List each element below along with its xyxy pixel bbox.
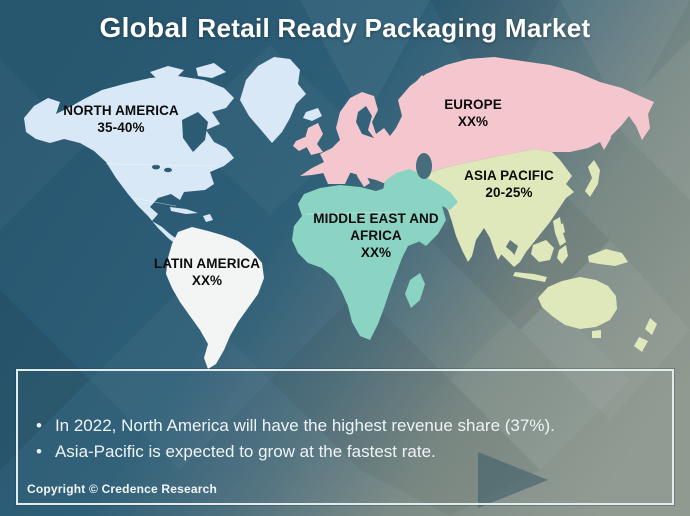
region-share: 35-40% [97, 120, 145, 135]
region-name: ASIA PACIFIC [464, 168, 554, 183]
label-latin-america: LATIN AMERICA XX% [146, 255, 268, 289]
country-borders [105, 163, 399, 215]
insight-bullet: In 2022, North America will have the hig… [28, 413, 662, 439]
region-shape-middle-east-africa [292, 169, 458, 340]
region-share: XX% [360, 245, 392, 260]
insight-bullet: Asia-Pacific is expected to grow at the … [28, 439, 662, 465]
label-asia-pacific: ASIA PACIFIC 20-25% [449, 167, 569, 201]
region-shape-europe [293, 57, 654, 187]
region-shape-north-america [24, 57, 322, 246]
region-share: XX% [191, 273, 223, 288]
region-share: XX% [457, 114, 489, 129]
insight-text: Asia-Pacific is expected to grow at the … [54, 442, 436, 461]
region-shape-latin-america [166, 227, 264, 369]
insight-text: In 2022, North America will have the hig… [54, 416, 555, 435]
region-name: NORTH AMERICA [63, 103, 179, 118]
title-rest: Retail Ready Packaging Market [197, 13, 591, 43]
insights-box: In 2022, North America will have the hig… [16, 369, 674, 505]
label-middle-east-africa: MIDDLE EAST AND AFRICA XX% [310, 210, 442, 261]
label-north-america: NORTH AMERICA 35-40% [41, 102, 201, 136]
label-europe: EUROPE XX% [413, 96, 533, 130]
insights-list: In 2022, North America will have the hig… [28, 413, 662, 465]
inland-water [152, 106, 432, 179]
region-name: LATIN AMERICA [153, 256, 261, 271]
region-name: EUROPE [444, 97, 502, 112]
page-title: Global Retail Ready Packaging Market [0, 12, 690, 44]
title-prefix: Global [99, 12, 189, 43]
copyright-text: Copyright © Credence Research [27, 482, 218, 496]
region-shape-asia-pacific [414, 149, 657, 352]
region-name: MIDDLE EAST AND AFRICA [313, 211, 439, 243]
region-share: 20-25% [485, 185, 533, 200]
